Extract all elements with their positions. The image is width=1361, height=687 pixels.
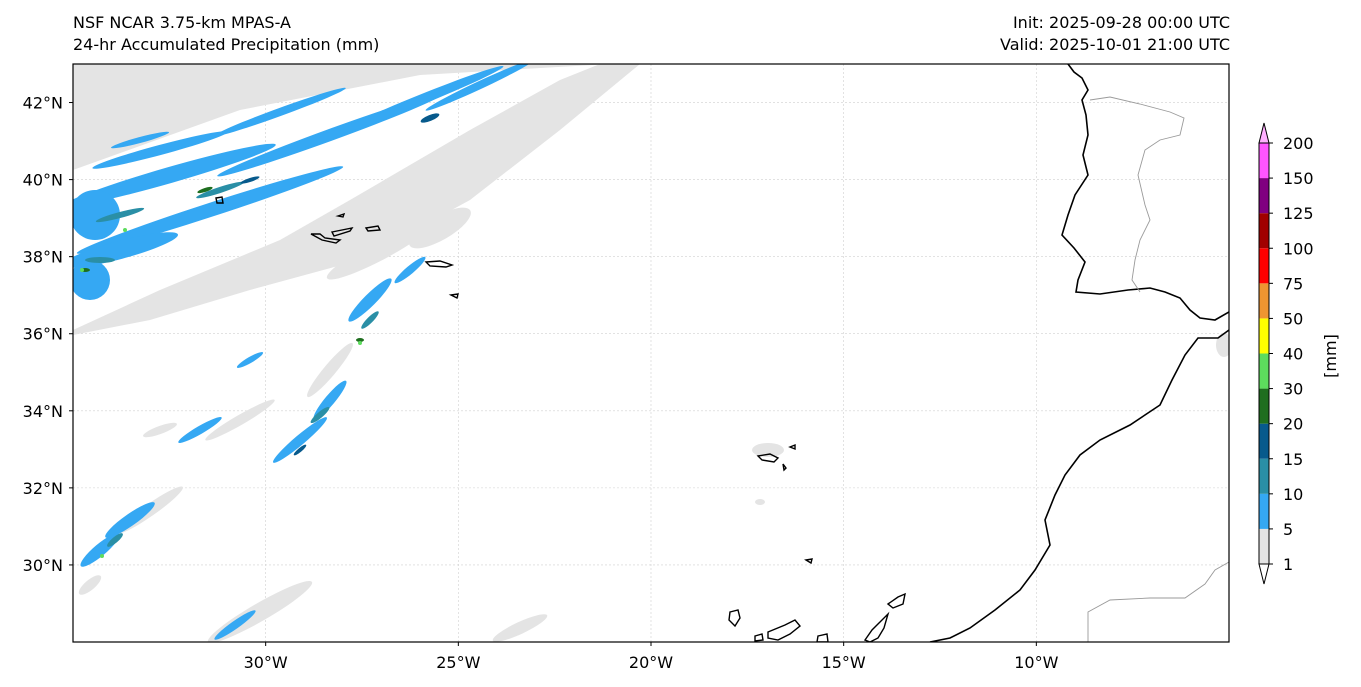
title-block: NSF NCAR 3.75-km MPAS-A 24-hr Accumulate… bbox=[73, 12, 379, 56]
colorbar-tick-label: 20 bbox=[1283, 415, 1303, 434]
lat-tick-label: 38°N bbox=[23, 248, 63, 267]
colorbar-tick-label: 75 bbox=[1283, 274, 1303, 293]
colorbar-segment bbox=[1259, 178, 1269, 214]
colorbar-tick-label: 150 bbox=[1283, 169, 1314, 188]
colorbar-tick-label: 30 bbox=[1283, 380, 1303, 399]
colorbar-segment bbox=[1259, 423, 1269, 459]
precip-level-20-30 bbox=[80, 186, 364, 342]
lat-tick-label: 32°N bbox=[23, 479, 63, 498]
lon-tick-label: 10°W bbox=[1014, 653, 1058, 672]
time-block: Init: 2025-09-28 00:00 UTC Valid: 2025-1… bbox=[1000, 12, 1230, 56]
colorbar-segment bbox=[1259, 213, 1269, 249]
precip-level-30-40 bbox=[80, 228, 362, 558]
colorbar-segment bbox=[1259, 388, 1269, 424]
africa-coast bbox=[929, 329, 1229, 642]
lat-tick-label: 36°N bbox=[23, 325, 63, 344]
product-title: 24-hr Accumulated Precipitation (mm) bbox=[73, 35, 380, 54]
precip-level-1-5 bbox=[73, 64, 1229, 642]
lon-tick-label: 20°W bbox=[629, 653, 673, 672]
valid-time: Valid: 2025-10-01 21:00 UTC bbox=[999, 35, 1230, 54]
colorbar-segment bbox=[1259, 318, 1269, 354]
colorbar-unit-label: [mm] bbox=[1321, 334, 1340, 378]
lon-tick-label: 30°W bbox=[244, 653, 288, 672]
lon-tick-label: 15°W bbox=[822, 653, 866, 672]
colorbar-tick-label: 100 bbox=[1283, 239, 1314, 258]
colorbar-tick-label: 200 bbox=[1283, 134, 1314, 153]
precip-level-15-20 bbox=[240, 113, 440, 456]
colorbar-segment bbox=[1259, 248, 1269, 284]
colorbar-segment bbox=[1259, 353, 1269, 389]
colorbar-tick-label: 5 bbox=[1283, 520, 1293, 539]
portugal-spain-border bbox=[1089, 96, 1185, 293]
colorbar-segment bbox=[1259, 458, 1269, 494]
colorbar-segment bbox=[1259, 528, 1269, 564]
lon-tick-label: 25°W bbox=[436, 653, 480, 672]
lat-tick-label: 42°N bbox=[23, 94, 63, 113]
lat-tick-label: 40°N bbox=[23, 171, 63, 190]
colorbar-tick-label: 125 bbox=[1283, 204, 1314, 223]
precip-level-10-20 bbox=[85, 181, 379, 547]
colorbar-under-arrow bbox=[1258, 563, 1270, 585]
lat-tick-label: 34°N bbox=[23, 402, 63, 421]
lat-tick-label: 30°N bbox=[23, 556, 63, 575]
colorbar-segment bbox=[1259, 493, 1269, 529]
colorbar-tick-label: 40 bbox=[1283, 345, 1303, 364]
iberia-coast bbox=[1061, 64, 1229, 321]
colorbar-tick-label: 10 bbox=[1283, 485, 1303, 504]
western-sahara-border bbox=[1087, 561, 1229, 642]
colorbar-tick-label: 15 bbox=[1283, 450, 1303, 469]
colorbar-tick-label: 50 bbox=[1283, 309, 1303, 328]
precip-field bbox=[73, 64, 1229, 642]
colorbar-segment bbox=[1259, 143, 1269, 179]
precip-level-5-10 bbox=[73, 64, 535, 640]
colorbar-segment bbox=[1259, 283, 1269, 319]
init-time: Init: 2025-09-28 00:00 UTC bbox=[1012, 13, 1230, 32]
colorbar-tick-label: 1 bbox=[1283, 555, 1293, 574]
axis-tick-labels: 42°N 40°N 38°N 36°N 34°N 32°N 30°N 30°W 25°W 20°W… bbox=[23, 94, 1059, 672]
colorbar-over-arrow bbox=[1258, 122, 1270, 144]
coastlines bbox=[215, 64, 1229, 642]
model-title: NSF NCAR 3.75-km MPAS-A bbox=[73, 13, 291, 32]
